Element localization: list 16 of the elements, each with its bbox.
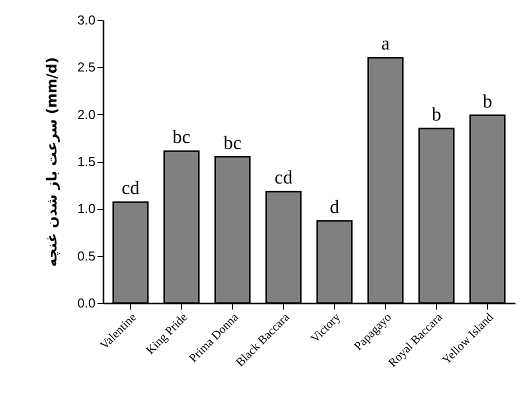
annotation: a	[381, 34, 390, 55]
annotation: d	[330, 196, 340, 218]
y-axis-title: سرعت باز شدن غنچه (mm/d)	[44, 57, 60, 267]
y-tick-label: 3.0	[77, 12, 96, 28]
y-tick-label: 1.0	[77, 201, 96, 216]
annotation: cd	[274, 168, 293, 189]
y-tick-label: 0.5	[77, 248, 96, 264]
annotation: b	[482, 91, 492, 112]
annotation: bc	[224, 132, 242, 154]
y-tick-label: 0.0	[77, 296, 96, 310]
y-tick-label: 2.5	[77, 60, 96, 75]
y-tick-label: 1.5	[77, 154, 96, 169]
annotation: bc	[172, 127, 190, 148]
annotation: b	[432, 104, 442, 126]
y-tick-label: 2.0	[77, 106, 96, 122]
annotation: cd	[122, 178, 140, 200]
